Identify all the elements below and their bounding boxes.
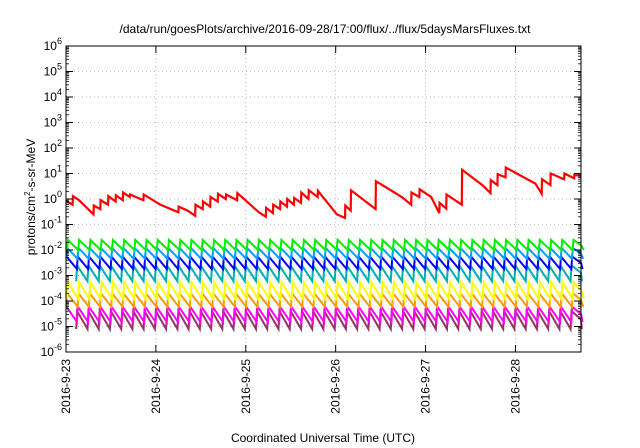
y-tick-base: 10: [41, 345, 55, 359]
y-tick-exponent: -1: [54, 215, 62, 225]
y-label-superscript: 2: [23, 191, 32, 196]
y-axis-ticks: 10-610-510-410-310-210-11001011021031041…: [41, 36, 581, 359]
y-tick-label: 104: [44, 87, 62, 104]
y-tick-label: 10-1: [41, 215, 62, 232]
y-tick-base: 10: [41, 218, 55, 232]
y-tick-label: 105: [44, 62, 62, 79]
y-axis-label: protons/cm2-s-sr-MeV: [23, 139, 38, 255]
y-tick-exponent: 1: [57, 164, 62, 174]
x-tick-label: 2016-9-27: [419, 359, 433, 414]
y-tick-base: 10: [44, 167, 58, 181]
y-tick-exponent: 5: [57, 62, 62, 72]
y-tick-label: 103: [44, 113, 62, 130]
y-tick-exponent: 6: [57, 36, 62, 46]
y-tick-base: 10: [44, 116, 58, 130]
y-tick-exponent: -6: [54, 342, 62, 352]
y-tick-label: 10-2: [41, 240, 62, 257]
series-layer: [65, 165, 585, 333]
y-tick-base: 10: [41, 243, 55, 257]
y-tick-base: 10: [41, 294, 55, 308]
y-tick-exponent: 2: [57, 138, 62, 148]
x-tick-label: 2016-9-26: [329, 359, 343, 414]
x-tick-label: 2016-9-28: [508, 359, 522, 414]
y-tick-label: 10-4: [41, 291, 62, 308]
grid-lines: [66, 46, 581, 352]
y-tick-base: 10: [44, 65, 58, 79]
main-series-line: [65, 165, 582, 220]
y-tick-label: 10-3: [41, 266, 62, 283]
band-series-line: [65, 303, 584, 326]
y-label-main: protons/cm: [24, 196, 38, 255]
y-tick-base: 10: [41, 269, 55, 283]
y-tick-base: 10: [41, 320, 55, 334]
y-tick-exponent: 3: [57, 113, 62, 123]
x-tick-label: 2016-9-25: [239, 359, 253, 414]
band-series-line: [66, 278, 585, 303]
band-series-line: [75, 262, 583, 285]
y-tick-exponent: -3: [54, 266, 62, 276]
y-tick-label: 10-5: [41, 317, 62, 334]
band-series-line: [65, 254, 584, 272]
y-tick-exponent: 0: [57, 189, 62, 199]
y-tick-exponent: 4: [57, 87, 62, 97]
y-tick-label: 106: [44, 36, 62, 53]
x-tick-label: 2016-9-23: [59, 359, 73, 414]
y-tick-label: 100: [44, 189, 62, 206]
x-tick-label: 2016-9-24: [149, 359, 163, 414]
y-tick-base: 10: [44, 141, 58, 155]
y-tick-label: 101: [44, 164, 62, 181]
y-tick-exponent: -2: [54, 240, 62, 250]
y-tick-exponent: -4: [54, 291, 62, 301]
y-tick-base: 10: [44, 192, 58, 206]
x-axis-ticks: 2016-9-23 2016-9-24 2016-9-25 2016-9-26 2016…: [59, 46, 522, 414]
chart-title: /data/run/goesPlots/archive/2016-09-28/1…: [120, 22, 532, 36]
y-tick-base: 10: [44, 90, 58, 104]
y-tick-label: 10-6: [41, 342, 62, 359]
y-label-rest: -s-sr-MeV: [24, 139, 38, 192]
x-axis-label: Coordinated Universal Time (UTC): [231, 431, 415, 445]
band-series-line: [66, 237, 585, 253]
y-tick-base: 10: [44, 39, 58, 53]
y-tick-exponent: -5: [54, 317, 62, 327]
y-tick-label: 102: [44, 138, 62, 155]
